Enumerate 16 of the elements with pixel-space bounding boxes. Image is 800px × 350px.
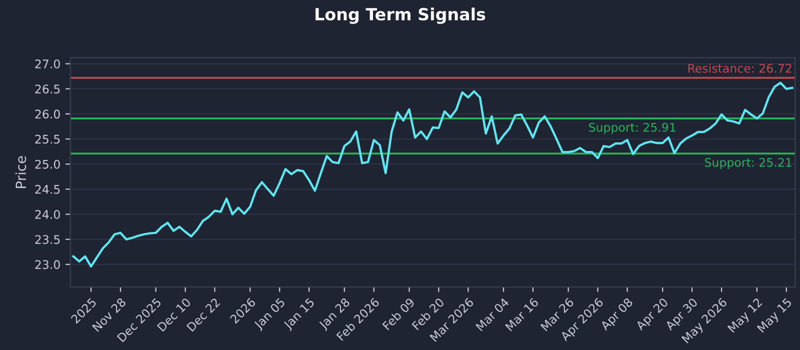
y-tick-label: 24.0 [35,210,60,219]
y-tick-label: 26.0 [35,110,60,119]
x-tick-label: Jan 15 [282,298,316,332]
y-tick-label: 27.0 [35,59,60,68]
y-tick-label: 25.0 [35,160,60,169]
ref-line-label: Support: 25.21 [705,158,792,170]
y-tick-label: 23.0 [35,260,60,270]
line-series [72,82,794,268]
y-tick-label: 26.5 [35,84,60,94]
ref-line-label: Resistance: 26.72 [688,64,792,73]
y-axis-title: Price [15,156,26,188]
y-tick-label: 25.5 [35,134,60,144]
y-tick-label: 24.5 [35,184,60,194]
y-tick-label: 23.5 [35,235,60,244]
ref-line-label: Support: 25.91 [589,122,676,134]
chart-title: Long Term Signals [316,8,486,24]
